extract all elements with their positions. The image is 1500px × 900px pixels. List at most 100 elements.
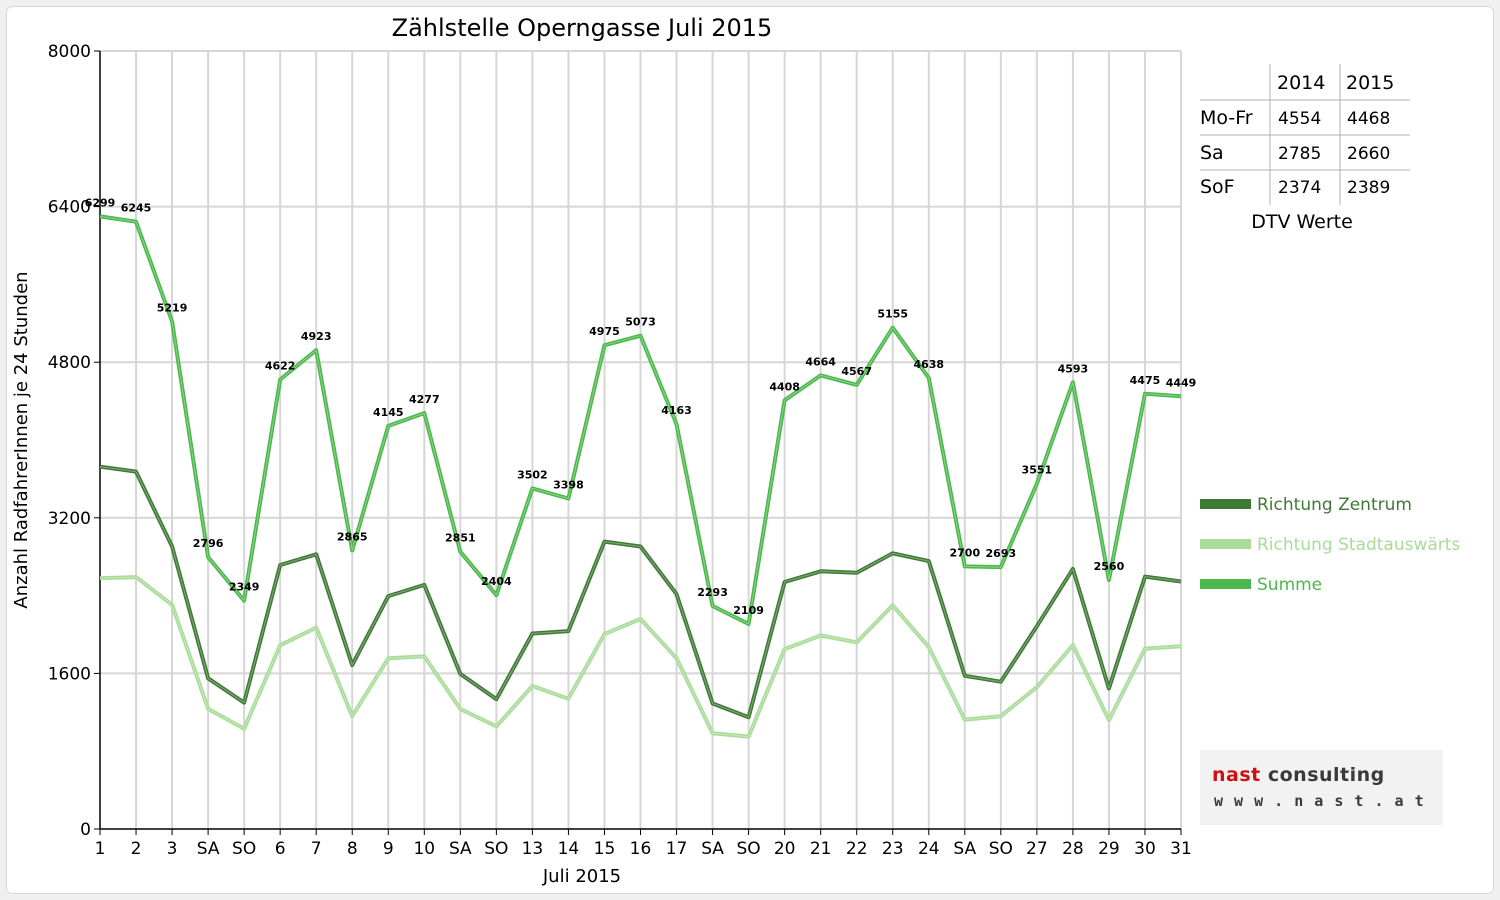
dtv-caption: DTV Werte — [1251, 211, 1353, 233]
x-tick-label: 3 — [167, 839, 178, 859]
data-label: 3551 — [1022, 464, 1053, 477]
dtv-table: 2014 2015 Mo-Fr 4554 4468 Sa 2785 2660 S… — [1200, 64, 1410, 233]
y-tick-label: 8000 — [48, 42, 91, 62]
x-tick-label: 7 — [311, 839, 322, 859]
logo-brand: nast consulting — [1212, 764, 1385, 786]
chart-title: Zählstelle Operngasse Juli 2015 — [392, 14, 773, 42]
x-tick-label: 13 — [522, 839, 544, 859]
series-line-summe — [99, 214, 1182, 626]
legend-label: Richtung Stadtauswärts — [1257, 535, 1460, 555]
data-label: 4923 — [301, 330, 332, 343]
dtv-header-2015: 2015 — [1346, 72, 1394, 94]
dtv-cell: 2785 — [1278, 144, 1321, 164]
dtv-cell: 2660 — [1347, 144, 1390, 164]
data-label: 2693 — [986, 547, 1017, 560]
dtv-header-2014: 2014 — [1277, 72, 1325, 94]
x-tick-label: 20 — [774, 839, 796, 859]
x-tick-label: 22 — [846, 839, 868, 859]
data-label: 4664 — [805, 355, 836, 368]
y-tick-labels: 0 1600 3200 4800 6400 8000 — [48, 42, 91, 840]
legend: Richtung Zentrum Richtung Stadtauswärts Su… — [1200, 495, 1460, 595]
x-tick-label: SA — [197, 839, 220, 859]
data-label: 2700 — [949, 546, 980, 559]
data-label: 5155 — [877, 308, 908, 321]
data-label: 4622 — [265, 360, 296, 373]
x-tick-label: 29 — [1098, 839, 1120, 859]
data-label: 2349 — [229, 581, 260, 594]
chart-frame — [6, 6, 1494, 894]
x-tick-label: 14 — [558, 839, 580, 859]
legend-swatch — [1200, 579, 1251, 589]
x-axis-title: Juli 2015 — [542, 866, 621, 887]
data-label: 5219 — [157, 301, 188, 314]
data-label: 2796 — [193, 537, 224, 550]
dtv-cell: 4468 — [1347, 109, 1390, 129]
data-label: 4567 — [841, 365, 872, 378]
data-label: 4408 — [769, 380, 800, 393]
data-label: 4145 — [373, 406, 404, 419]
data-label: 3502 — [517, 468, 548, 481]
data-label: 2851 — [445, 532, 476, 545]
series-lines — [99, 214, 1182, 739]
company-logo: nast consulting w w w . n a s t . a t — [1200, 750, 1443, 825]
x-tick-label: SA — [449, 839, 472, 859]
data-label: 4638 — [913, 358, 944, 371]
x-tick-label: 24 — [918, 839, 940, 859]
data-label: 6299 — [85, 196, 116, 209]
x-tick-label: 16 — [630, 839, 652, 859]
x-tick-label: SO — [484, 839, 508, 859]
x-tick-label: 17 — [666, 839, 688, 859]
axes — [94, 50, 1182, 835]
x-tick-label: 6 — [275, 839, 286, 859]
y-tick-label: 1600 — [48, 664, 91, 684]
logo-url: w w w . n a s t . a t — [1214, 792, 1425, 810]
x-tick-label: 28 — [1062, 839, 1084, 859]
series-line-richtung-stadtausw-rts — [99, 575, 1182, 739]
data-labels: 6299 6245 5219 2796 2349 4622 4923 2865 4145 4277… — [85, 196, 1197, 616]
x-tick-label: SO — [989, 839, 1013, 859]
data-label: 4975 — [589, 325, 620, 338]
y-tick-label: 6400 — [48, 198, 91, 218]
x-tick-label: 9 — [383, 839, 394, 859]
x-tick-label: 23 — [882, 839, 904, 859]
x-tick-label: 2 — [131, 839, 142, 859]
data-label: 4475 — [1130, 374, 1161, 387]
data-label: 5073 — [625, 316, 656, 329]
series-line-highlight — [99, 576, 1182, 738]
gridlines — [100, 50, 1182, 829]
legend-label: Richtung Zentrum — [1257, 495, 1412, 515]
dtv-cell: 4554 — [1278, 109, 1321, 129]
logo-brand-part2: consulting — [1260, 764, 1385, 786]
y-tick-label: 0 — [80, 820, 91, 840]
logo-brand-part1: nast — [1212, 764, 1261, 786]
data-label: 2293 — [697, 586, 728, 599]
x-tick-label: 21 — [810, 839, 832, 859]
x-tick-label: 10 — [413, 839, 435, 859]
x-tick-label: 15 — [594, 839, 616, 859]
x-tick-label: SA — [953, 839, 976, 859]
x-tick-label: 30 — [1134, 839, 1156, 859]
data-label: 2560 — [1094, 560, 1125, 573]
dtv-cell: 2374 — [1278, 178, 1321, 198]
legend-swatch — [1200, 539, 1251, 549]
x-tick-label: SA — [701, 839, 724, 859]
data-label: 2865 — [337, 530, 368, 543]
data-label: 4593 — [1058, 362, 1089, 375]
series-line-highlight — [99, 215, 1182, 625]
x-tick-label: SO — [232, 839, 256, 859]
series-line-highlight — [99, 466, 1182, 718]
x-tick-label: 27 — [1026, 839, 1048, 859]
data-label: 6245 — [121, 202, 152, 215]
dtv-row-label: Mo-Fr — [1200, 107, 1253, 129]
x-tick-label: 1 — [95, 839, 106, 859]
y-axis-title: Anzahl RadfahrerInnen je 24 Stunden — [11, 271, 32, 608]
dtv-cell: 2389 — [1347, 178, 1390, 198]
legend-label: Summe — [1257, 575, 1322, 595]
series-line-richtung-zentrum — [99, 464, 1182, 720]
x-tick-label: SO — [737, 839, 761, 859]
data-label: 3398 — [553, 479, 584, 492]
dtv-row-label: SoF — [1200, 176, 1235, 198]
dtv-row-label: Sa — [1200, 142, 1224, 164]
data-label: 4277 — [409, 393, 440, 406]
